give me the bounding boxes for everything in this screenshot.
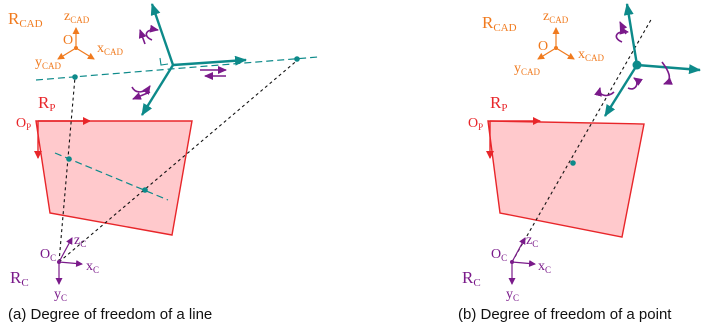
cad-frame-b: O zCAD xCAD yCAD RCAD [482,9,605,77]
camera-y-label-a: yC [54,287,67,303]
cad-z-label-a: zCAD [64,9,90,25]
camera-z-label-b: zC [526,233,538,249]
model-point-1-a [72,74,78,80]
cad-frame-name-a: RCAD [8,9,43,30]
panel-b: O zCAD xCAD yCAD RCAD RP OP OC zC xC yC … [462,3,701,303]
image-plane-b [487,120,645,238]
panel-a: O zCAD xCAD yCAD RCAD RP OP OC zC xC yC … [8,3,319,303]
camera-frame-name-b: RC [462,268,481,289]
image-origin-label-a: OP [16,116,31,132]
image-frame-name-a: RP [38,93,55,114]
ray-camera-to-point-b [511,17,653,263]
image-plane-a [35,120,193,236]
camera-x-label-b: xC [538,259,551,275]
camera-frame-b: OC zC xC yC RC [462,233,551,303]
cad-y-label-a: yCAD [35,55,62,71]
cad-y-label-b: yCAD [514,61,541,77]
cad-z-label-b: zCAD [543,9,569,25]
camera-origin-label-a: OC [40,247,56,263]
model-point-2-a [294,56,300,62]
caption-b: (b) Degree of freedom of a point [458,306,672,323]
cad-origin-label-b: O [538,39,548,54]
point-dof-arrows [594,3,701,117]
camera-frame-name-a: RC [10,268,29,289]
camera-y-label-b: yC [506,287,519,303]
camera-x-label-a: xC [86,259,99,275]
projected-point-2-a [142,187,148,193]
cad-frame-name-b: RCAD [482,13,517,34]
ray-camera-to-far-point-a [58,57,301,263]
image-origin-label-b: OP [468,116,483,132]
cad-frame-a: O zCAD xCAD yCAD RCAD [8,9,124,71]
projected-point-b [570,160,576,166]
projected-line-a [54,152,169,201]
ray-camera-to-cad-a [58,76,76,263]
camera-origin-label-b: OC [491,247,507,263]
cad-origin-label-a: O [63,33,73,48]
caption-a: (a) Degree of freedom of a line [8,306,213,323]
model-line-a [35,56,319,81]
cad-x-label-b: xCAD [578,47,605,63]
image-frame-name-b: RP [490,93,507,114]
camera-z-label-a: zC [74,233,86,249]
line-dof-arrows [131,3,247,116]
projected-point-1-a [66,156,72,162]
cad-x-label-a: xCAD [97,41,124,57]
camera-frame-a: OC zC xC yC RC [10,233,99,303]
